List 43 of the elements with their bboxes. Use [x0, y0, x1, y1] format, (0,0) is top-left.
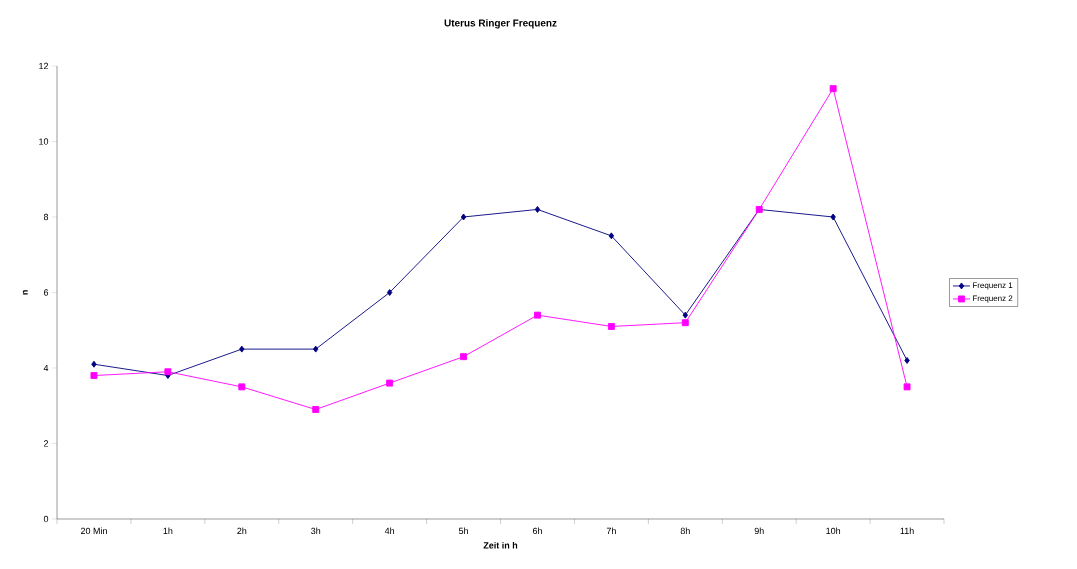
point — [830, 213, 836, 221]
point — [608, 232, 615, 240]
y-tick-label: 8 — [43, 213, 49, 221]
y-tick-label: 10 — [39, 138, 49, 145]
point — [460, 213, 467, 221]
x-tick-label: 1h — [163, 527, 173, 534]
x-axis-title: Zeit in h — [483, 541, 518, 549]
x-tick-label: 20 Min — [80, 527, 107, 535]
y-tick-label: 0 — [43, 515, 49, 523]
y-tick-label: 2 — [43, 440, 49, 447]
point — [829, 85, 837, 93]
x-tick-label: 6h — [532, 527, 542, 535]
point — [164, 368, 172, 376]
x-tick-label: 5h — [458, 527, 468, 535]
point — [681, 319, 689, 327]
point — [903, 383, 911, 391]
x-tick-label: 9h — [754, 527, 764, 535]
point — [312, 406, 320, 413]
point — [534, 311, 541, 319]
x-tick-label: 4h — [384, 527, 395, 534]
x-tick-label: 7h — [606, 527, 616, 534]
x-tick-label: 10h — [826, 527, 841, 535]
point — [607, 323, 615, 330]
point — [313, 345, 319, 353]
point — [534, 205, 541, 213]
point — [386, 289, 393, 296]
y-axis-title: n — [22, 290, 28, 295]
chart-title: Uterus Ringer Frequenz — [444, 19, 557, 29]
y-tick-label: 12 — [39, 62, 49, 70]
point — [239, 345, 245, 353]
point — [904, 356, 910, 364]
point — [90, 372, 98, 379]
point — [91, 360, 97, 368]
x-tick-label: 2h — [237, 527, 247, 534]
x-tick-label: 8h — [680, 527, 690, 535]
point — [238, 383, 246, 391]
x-tick-label: 3h — [311, 527, 321, 535]
point — [460, 353, 467, 361]
y-tick-label: 6 — [43, 289, 49, 296]
point — [682, 311, 688, 319]
point — [386, 379, 394, 387]
y-tick-label: 4 — [43, 364, 49, 372]
x-tick-label: 11h — [900, 527, 914, 534]
